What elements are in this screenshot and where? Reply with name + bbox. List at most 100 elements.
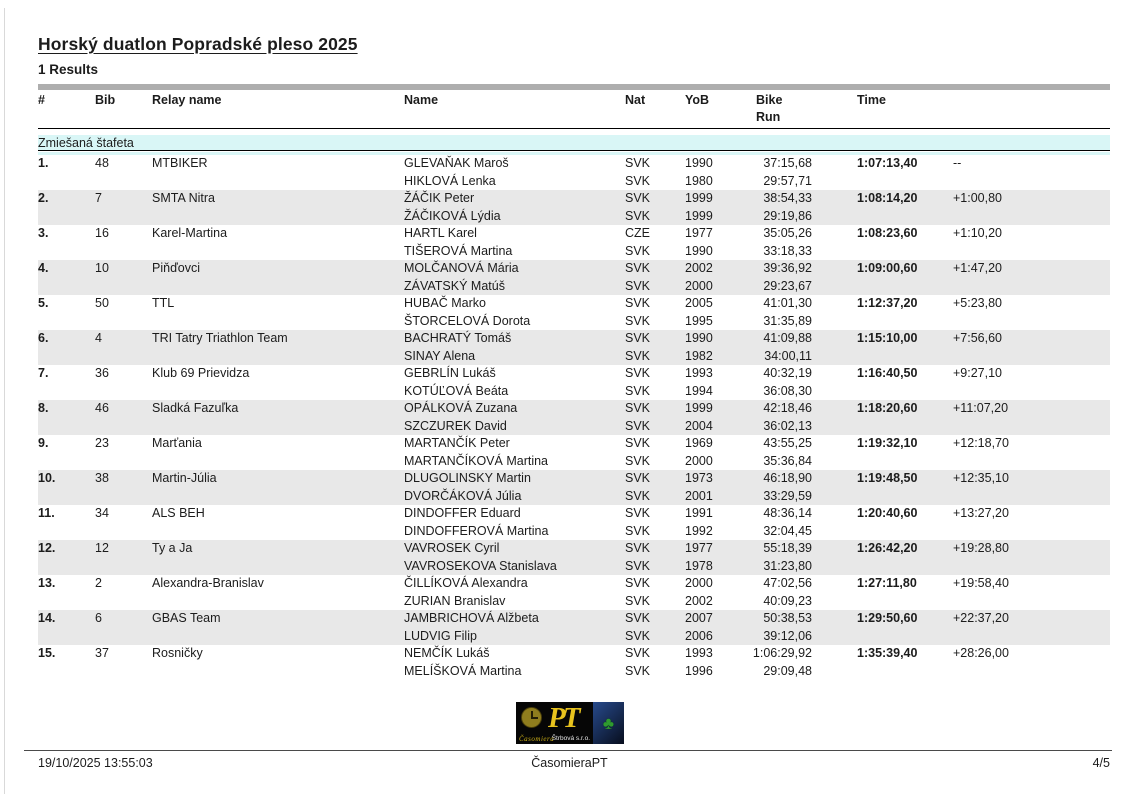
time-diff: +28:26,00 [953,646,1009,660]
bib-cell: 48 [95,156,109,170]
relay-name-cell: Marťania [152,436,202,450]
year-of-birth: 1990 [685,243,713,258]
athlete-name: LUDVIG Filip [404,628,477,643]
table-row-line-1: 1. 48 MTBIKER GLEVAŇAK Maroš SVK 1990 37… [38,155,1110,173]
athlete-name: DINDOFFEROVÁ Martina [404,523,549,538]
time-diff: +1:00,80 [953,191,1003,205]
athlete-name: VAVROSEK Cyril [404,541,500,555]
position-cell: 8. [38,401,49,415]
table-row-line-1: 7. 36 Klub 69 Prievidza GEBRLÍN Lukáš SV… [38,365,1110,383]
position-cell: 1. [38,156,49,170]
relay-name-cell: Sladká Fazuľka [152,401,239,415]
position-cell: 9. [38,436,49,450]
time-diff: +1:10,20 [953,226,1003,240]
year-of-birth: 1995 [685,313,713,328]
bib-cell: 46 [95,401,109,415]
table-row-line-2: ŽÁČIKOVÁ Lýdia SVK 1999 29:19,86 [38,208,1110,226]
run-leg-time: 33:18,33 [763,243,812,258]
athlete-name: SINAY Alena [404,348,476,363]
nationality: SVK [625,663,651,678]
time-diff: +5:23,80 [953,296,1003,310]
year-of-birth: 2000 [685,453,713,468]
time-diff: +9:27,10 [953,366,1003,380]
nationality: SVK [625,348,651,363]
time-diff: +12:35,10 [953,471,1009,485]
run-leg-time: 36:08,30 [763,383,812,398]
athlete-name: HUBAČ Marko [404,296,486,310]
footer-datetime: 19/10/2025 13:55:03 [38,756,153,770]
nationality: SVK [625,523,651,538]
category-section-band: Zmiešaná štafeta [38,135,1110,151]
relay-name-cell: Alexandra-Branislav [152,576,264,590]
year-of-birth: 2001 [685,488,713,503]
year-of-birth: 1990 [685,156,713,170]
header-bike-run: Bike Run [736,92,812,126]
table-row-line-2: DVORČÁKOVÁ Júlia SVK 2001 33:29,59 [38,488,1110,506]
position-cell: 12. [38,541,56,555]
run-leg-time: 39:12,06 [763,628,812,643]
table-row-line-1: 8. 46 Sladká Fazuľka OPÁLKOVÁ Zuzana SVK… [38,400,1110,418]
clover-icon: ♣ [602,713,615,733]
athlete-name: MOLČANOVÁ Mária [404,261,519,275]
nationality: SVK [625,208,651,223]
table-row: 7. 36 Klub 69 Prievidza GEBRLÍN Lukáš SV… [38,365,1110,400]
position-cell: 5. [38,296,49,310]
year-of-birth: 2002 [685,593,713,608]
year-of-birth: 1990 [685,331,713,345]
bib-cell: 37 [95,646,109,660]
relay-name-cell: Karel-Martina [152,226,228,240]
bib-cell: 7 [95,191,102,205]
relay-name-cell: GBAS Team [152,611,221,625]
time-diff: +11:07,20 [953,401,1009,415]
nationality: SVK [625,506,651,520]
header-diff [953,92,1110,126]
table-row: 10. 38 Martin-Júlia DLUGOLINSKY Martin S… [38,470,1110,505]
header-gray-bar [38,84,1110,90]
athlete-name: ŽÁČIKOVÁ Lýdia [404,208,501,223]
nationality: SVK [625,173,651,188]
nationality: CZE [625,226,650,240]
table-row-line-2: DINDOFFEROVÁ Martina SVK 1992 32:04,45 [38,523,1110,541]
bike-leg-time: 41:09,88 [763,331,812,345]
nationality: SVK [625,296,651,310]
athlete-name: ČILLÍKOVÁ Alexandra [404,576,528,590]
header-time: Time [857,93,886,107]
bib-cell: 34 [95,506,109,520]
table-row-line-2: SINAY Alena SVK 1982 34:00,11 [38,348,1110,366]
table-row-line-2: MARTANČÍKOVÁ Martina SVK 2000 35:36,84 [38,453,1110,471]
time-diff: +19:58,40 [953,576,1009,590]
header-nationality: Nat [625,93,646,107]
year-of-birth: 2000 [685,278,713,293]
table-row-line-1: 4. 10 Piňďovci MOLČANOVÁ Mária SVK 2002 … [38,260,1110,278]
run-leg-time: 35:36,84 [763,453,812,468]
position-cell: 11. [38,506,55,520]
nationality: SVK [625,576,651,590]
header-bike: Bike [756,93,783,107]
relay-name-cell: TRI Tatry Triathlon Team [152,331,288,345]
time-diff: +12:18,70 [953,436,1009,450]
run-leg-time: 40:09,23 [763,593,812,608]
total-time: 1:27:11,80 [857,576,917,590]
table-row-line-1: 9. 23 Marťania MARTANČÍK Peter SVK 1969 … [38,435,1110,453]
time-diff: +19:28,80 [953,541,1009,555]
total-time: 1:15:10,00 [857,331,918,345]
nationality: SVK [625,453,651,468]
total-time: 1:08:14,20 [857,191,918,205]
header-position: # [38,93,45,107]
position-cell: 14. [38,611,56,625]
position-cell: 2. [38,191,49,205]
time-diff: +13:27,20 [953,506,1009,520]
relay-name-cell: Ty a Ja [152,541,193,555]
year-of-birth: 1996 [685,663,713,678]
results-heading: 1 Results [38,62,99,77]
total-time: 1:18:20,60 [857,401,918,415]
bib-cell: 2 [95,576,102,590]
table-row: 4. 10 Piňďovci MOLČANOVÁ Mária SVK 2002 … [38,260,1110,295]
time-diff: -- [953,156,962,170]
bike-leg-time: 40:32,19 [763,366,812,380]
athlete-name: OPÁLKOVÁ Zuzana [404,401,518,415]
table-row: 11. 34 ALS BEH DINDOFFER Eduard SVK 1991… [38,505,1110,540]
page-edge-line [4,8,5,794]
header-bib: Bib [95,93,116,107]
timing-company-logo: PT ♣ Časomiera Štrbová s.r.o. [516,702,624,744]
